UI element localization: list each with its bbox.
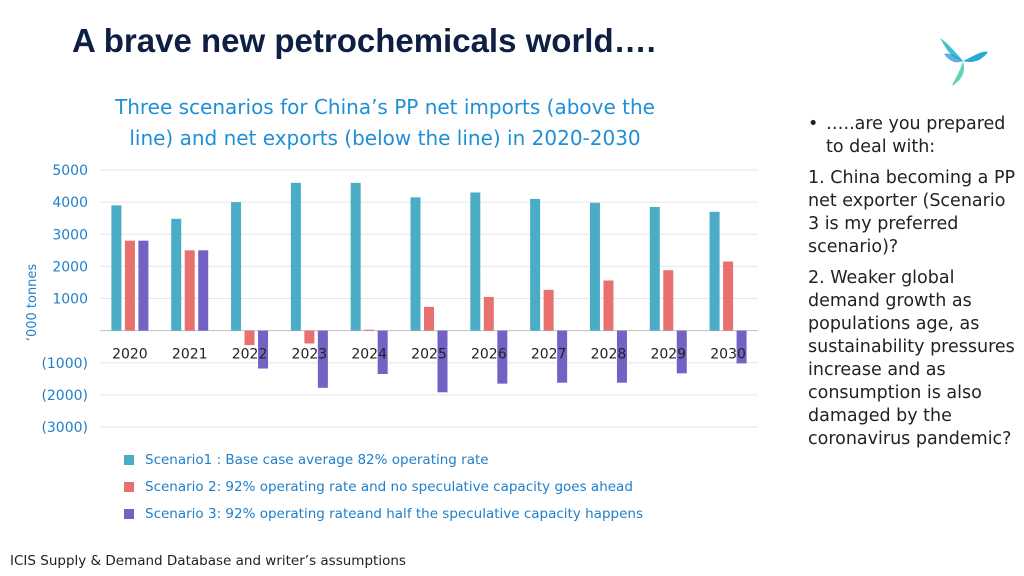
bullet-intro-row: • …..are you prepared to deal with: [808, 113, 1018, 159]
bar-3-2028 [616, 330, 627, 383]
y-tick-label: (3000) [41, 420, 88, 436]
bar-2-2020 [124, 240, 135, 331]
bar-2-2022 [244, 330, 255, 346]
bars [111, 182, 747, 393]
bar-1-2029 [649, 206, 660, 331]
x-tick-label: 2027 [531, 347, 567, 363]
source-note: ICIS Supply & Demand Database and writer… [10, 553, 406, 569]
x-tick-label: 2022 [232, 347, 268, 363]
legend-swatch [124, 508, 134, 519]
y-tick-label: 1000 [52, 292, 88, 308]
grid-lines [100, 169, 758, 428]
legend-item-1: Scenario1 : Base case average 82% operat… [124, 446, 643, 473]
bar-2-2023 [304, 330, 315, 344]
x-tick-label: 2029 [650, 347, 686, 363]
bar-2-2025 [424, 306, 434, 331]
x-tick-label: 2020 [112, 347, 148, 363]
bar-3-2029 [676, 330, 687, 374]
y-tick-label: 4000 [52, 195, 88, 211]
y-tick-label: (1000) [41, 356, 88, 372]
bar-3-2023 [317, 330, 328, 388]
bar-2-2028 [603, 280, 614, 331]
x-tick-label: 2028 [591, 347, 627, 363]
bar-3-2020 [138, 240, 149, 331]
legend-item-2: Scenario 2: 92% operating rate and no sp… [124, 473, 643, 500]
bar-1-2023 [290, 182, 301, 331]
bar-chart: (3000) (2000) (1000) 1000 2000 3000 4000 5000 2… [25, 163, 758, 436]
legend-item-3: Scenario 3: 92% operating rateand half t… [124, 500, 643, 527]
legend-label: Scenario1 : Base case average 82% operat… [145, 451, 489, 468]
legend-label: Scenario 2: 92% operating rate and no sp… [145, 478, 633, 495]
y-axis-ticks: (3000) (2000) (1000) 1000 2000 3000 4000 5000 [41, 163, 88, 436]
bar-1-2027 [530, 198, 541, 331]
bar-3-2021 [198, 250, 209, 331]
bar-2-2026 [483, 296, 494, 331]
legend-swatch [124, 481, 134, 492]
bullet-item-2: 2. Weaker global demand growth as popula… [808, 268, 1015, 449]
bar-3-2025 [437, 330, 448, 393]
y-tick-label: 5000 [52, 163, 88, 179]
bullet-intro: …..are you prepared to deal with: [826, 114, 1006, 157]
bar-3-2024 [377, 330, 388, 374]
bar-2-2029 [663, 270, 674, 331]
y-tick-label: 2000 [52, 259, 88, 275]
legend-swatch [124, 454, 134, 465]
x-tick-label: 2024 [351, 347, 387, 363]
bullet-item-1: 1. China becoming a PP net exporter (Sce… [808, 168, 1016, 257]
bar-1-2026 [470, 192, 481, 331]
y-tick-label: (2000) [41, 388, 88, 404]
legend: Scenario1 : Base case average 82% operat… [124, 446, 643, 527]
bar-1-2025 [410, 197, 421, 331]
bar-3-2030 [736, 330, 747, 364]
legend-label: Scenario 3: 92% operating rateand half t… [145, 505, 643, 522]
bar-1-2028 [589, 202, 600, 331]
x-tick-label: 2030 [710, 347, 746, 363]
x-tick-label: 2023 [292, 347, 328, 363]
bar-1-2030 [709, 211, 720, 331]
bullet-dot: • [808, 114, 819, 134]
bar-3-2026 [497, 330, 508, 384]
icis-logo-icon [940, 38, 988, 86]
bar-1-2020 [111, 205, 122, 331]
bar-1-2022 [231, 202, 242, 331]
x-axis-ticks: 2020 2021 2022 2023 2024 2025 2026 2027 2028 2029… [112, 347, 746, 363]
bar-2-2024 [364, 329, 375, 331]
bar-3-2022 [258, 330, 269, 369]
bar-2-2021 [184, 250, 195, 331]
x-tick-label: 2026 [471, 347, 507, 363]
x-tick-label: 2025 [411, 347, 447, 363]
bar-1-2024 [350, 182, 361, 331]
bar-1-2021 [171, 218, 182, 331]
bar-3-2027 [557, 330, 568, 383]
bullet-panel: • …..are you prepared to deal with: 1. C… [808, 113, 1018, 459]
x-tick-label: 2021 [172, 347, 208, 363]
y-axis-title: ‘000 tonnes [25, 264, 40, 342]
slide-title: A brave new petrochemicals world…. [72, 22, 656, 59]
chart-title: Three scenarios for China’s PP net impor… [115, 95, 655, 150]
bar-2-2030 [723, 261, 734, 331]
y-tick-label: 3000 [52, 227, 88, 243]
bar-2-2027 [543, 289, 554, 331]
